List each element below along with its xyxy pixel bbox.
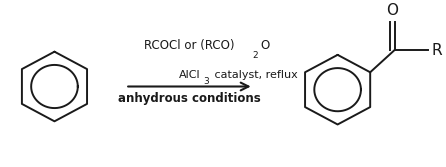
Text: RCOCl or (RCO): RCOCl or (RCO) (144, 39, 235, 52)
Text: O: O (386, 4, 398, 19)
Text: AlCl: AlCl (178, 70, 200, 80)
Text: O: O (260, 39, 269, 52)
Text: 3: 3 (203, 77, 209, 87)
Text: R: R (431, 43, 442, 58)
Text: catalyst, reflux: catalyst, reflux (211, 70, 297, 80)
Text: anhydrous conditions: anhydrous conditions (118, 93, 261, 106)
Text: 2: 2 (252, 51, 258, 60)
